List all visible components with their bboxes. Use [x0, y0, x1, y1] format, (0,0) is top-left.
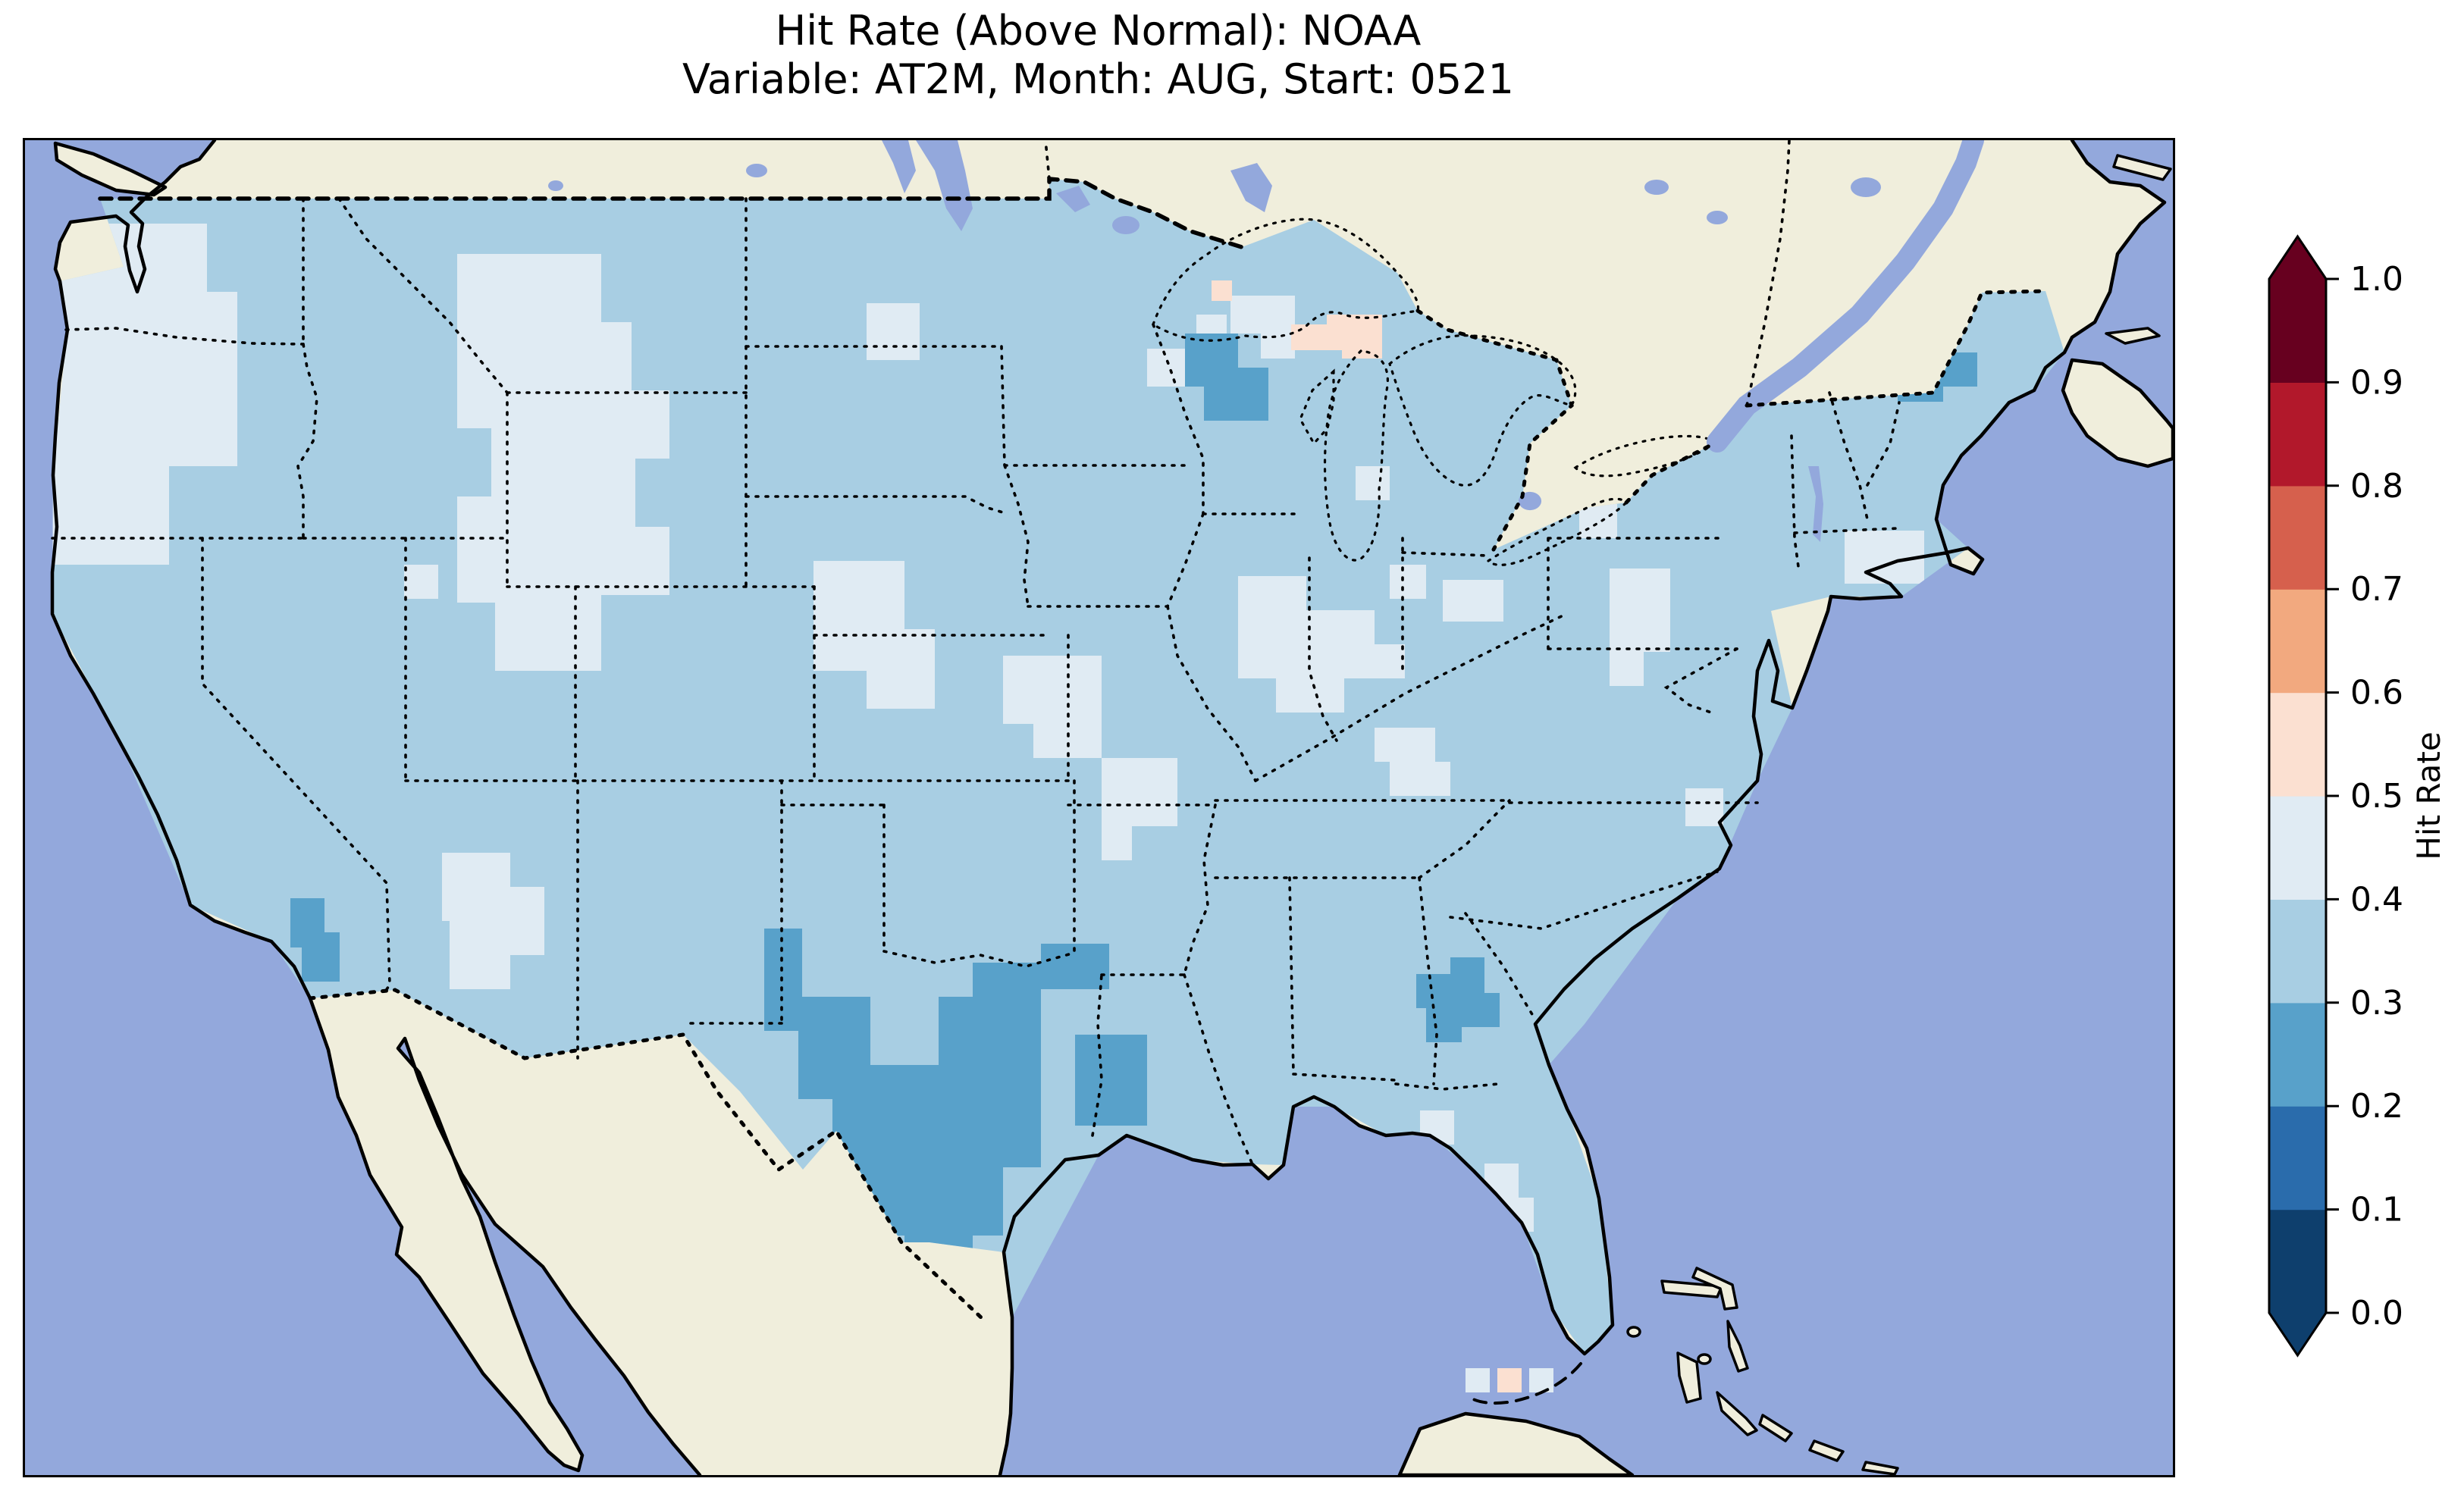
grid-cells-0.4-0.5 [52, 224, 1924, 1300]
colorbar-tick-label: 0.8 [2350, 467, 2403, 506]
conus-hit-rate-map [25, 140, 2173, 1475]
grid-cells-0.5-0.6 [1212, 280, 1382, 359]
colorbar-tick-label: 0.2 [2350, 1087, 2403, 1126]
international-borders [98, 140, 2048, 1320]
canada-province-borders [1044, 140, 1791, 407]
colorbar: 1.0 0.9 0.8 0.7 0.6 0.5 0.4 0.3 0.2 0.1 0.0 Hit Rat… [2243, 212, 2464, 1395]
colorbar-extend-over [2269, 236, 2326, 279]
atlantic-canada [2061, 154, 2173, 468]
florida-straits-cells [1466, 1368, 1553, 1392]
us-mexico-border [308, 988, 983, 1320]
colorbar-segment-0.3–0.4 [2269, 899, 2326, 1004]
canada-lakes [548, 140, 1881, 234]
colorbar-segment-0.2–0.3 [2269, 1002, 2326, 1107]
colorbar-axis-label: Hit Rate [2410, 731, 2447, 860]
colorbar-extend-under [2269, 1313, 2326, 1355]
colorbar-tick-label: 0.7 [2350, 570, 2403, 609]
st-lawrence-river [1707, 140, 1984, 453]
green-bay [1299, 368, 1335, 446]
chart-subtitle: Variable: AT2M, Month: AUG, Start: 0521 [682, 55, 1514, 103]
colorbar-tick-label: 1.0 [2350, 260, 2403, 299]
colorbar-segment-0.4–0.5 [2269, 796, 2326, 900]
lake-champlain [1808, 466, 1823, 542]
colorbar-tick-label: 0.0 [2350, 1294, 2403, 1333]
coastline [50, 140, 2167, 1475]
us-canada-border-east [1415, 289, 2048, 552]
lake-michigan [1323, 349, 1389, 562]
colorbar-segment-0.5–0.6 [2269, 692, 2326, 797]
colorbar-segment-0.6–0.7 [2269, 589, 2326, 694]
colorbar-segment-0.1–0.2 [2269, 1106, 2326, 1211]
colorbar-tick-label: 0.1 [2350, 1191, 2403, 1229]
vancouver-island [53, 141, 168, 197]
us-canada-border [98, 177, 1244, 249]
chart-title: Hit Rate (Above Normal): NOAA [775, 7, 1422, 55]
colorbar-segment-0.9–1.0 [2269, 279, 2326, 383]
cuba [1397, 1411, 1635, 1475]
nova-scotia [2061, 358, 2173, 468]
lakes-layer [548, 140, 1984, 566]
grid-cells-0.2-0.3 [290, 318, 1977, 1338]
colorbar-tick-label: 0.4 [2350, 880, 2403, 919]
colorbar-tick-label: 0.6 [2350, 674, 2403, 713]
colorbar-svg: 1.0 0.9 0.8 0.7 0.6 0.5 0.4 0.3 0.2 0.1 0.0 Hit Rat… [2268, 234, 2447, 1358]
colorbar-tick-label: 0.5 [2350, 777, 2403, 816]
colorbar-tick-label: 0.3 [2350, 984, 2403, 1023]
caribbean-islands [1397, 1267, 1899, 1475]
anticosti-island [2112, 154, 2172, 181]
colorbar-tick-label: 0.9 [2350, 363, 2403, 402]
colorbar-segment-0.7–0.8 [2269, 485, 2326, 590]
lake-huron [1388, 334, 1577, 487]
colorbar-segment-0.8–0.9 [2269, 382, 2326, 487]
lake-superior [1152, 218, 1420, 342]
colorbar-segment-0.0–0.1 [2269, 1209, 2326, 1314]
map-plot-area [23, 138, 2175, 1477]
bahamas [1626, 1267, 1899, 1475]
florida-keys [1470, 1362, 1582, 1405]
prince-edward-island [2105, 327, 2161, 345]
state-borders [51, 197, 1901, 1166]
